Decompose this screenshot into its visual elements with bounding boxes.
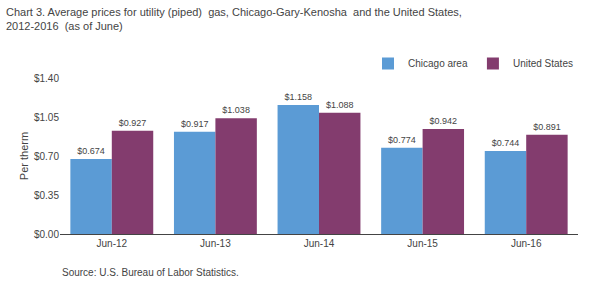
svg-text:Jun-16: Jun-16: [511, 238, 542, 249]
svg-text:$1.40: $1.40: [34, 73, 59, 84]
svg-text:$0.891: $0.891: [533, 122, 561, 132]
svg-text:Jun-15: Jun-15: [407, 238, 438, 249]
svg-text:$1.05: $1.05: [34, 112, 59, 123]
svg-text:$1.158: $1.158: [285, 92, 313, 102]
svg-text:$0.00: $0.00: [34, 229, 59, 240]
svg-text:$0.942: $0.942: [430, 116, 458, 126]
svg-text:$0.744: $0.744: [492, 138, 520, 148]
svg-text:Jun-14: Jun-14: [304, 238, 335, 249]
svg-text:$0.674: $0.674: [77, 146, 105, 156]
svg-text:$0.774: $0.774: [388, 135, 416, 145]
svg-text:$0.35: $0.35: [34, 190, 59, 201]
svg-text:Source: U.S. Bureau of Labor S: Source: U.S. Bureau of Labor Statistics.: [62, 267, 239, 278]
svg-text:$0.70: $0.70: [34, 151, 59, 162]
svg-text:United States: United States: [513, 58, 573, 69]
svg-text:Jun-13: Jun-13: [200, 238, 231, 249]
svg-text:Chicago area: Chicago area: [408, 58, 468, 69]
svg-text:Jun-12: Jun-12: [97, 238, 128, 249]
svg-text:$0.917: $0.917: [181, 119, 209, 129]
svg-text:$1.038: $1.038: [222, 105, 250, 115]
svg-text:$1.088: $1.088: [326, 100, 354, 110]
svg-text:Per therm: Per therm: [18, 132, 30, 180]
svg-text:$0.927: $0.927: [119, 118, 147, 128]
svg-text:Chart 3. Average prices for ut: Chart 3. Average prices for utility (pip…: [6, 6, 462, 32]
